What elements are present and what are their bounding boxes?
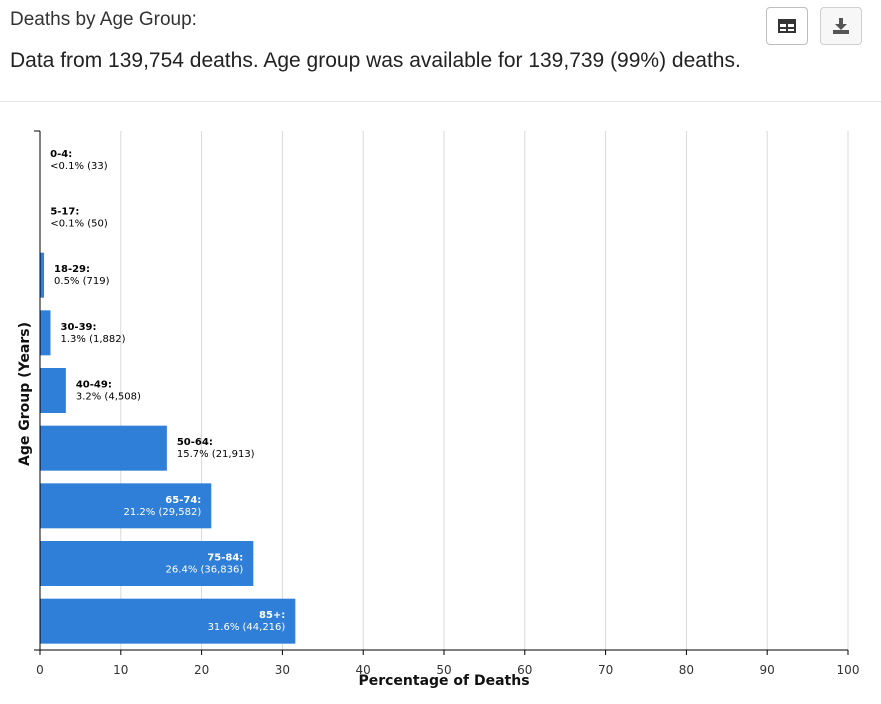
bar-label-value: 3.2% (4,508) [76,392,141,403]
x-axis-title: Percentage of Deaths [358,673,529,689]
bar-label-value: 1.3% (1,882) [61,334,126,345]
y-axis-title: Age Group (Years) [17,322,33,466]
bar-label-value: 15.7% (21,913) [177,449,255,460]
x-tick-label-70: 70 [598,663,613,677]
chart-subtitle: Data from 139,754 deaths. Age group was … [10,49,741,72]
table-icon [778,19,796,33]
bar-label-value: 26.4% (36,836) [166,565,244,576]
bar-label-name: 50-64: [177,437,213,448]
bars [40,137,296,644]
header-divider [0,101,881,102]
bar-30-39[interactable] [40,310,51,356]
download-button[interactable] [820,7,862,45]
bar-label-value: <0.1% (50) [50,219,108,230]
axes: 0 10 20 30 40 50 60 70 80 90 100 [34,130,860,677]
x-tick-label-40: 40 [356,663,371,677]
bar-label-name: 0-4: [50,149,72,160]
bar-label-name: 65-74: [165,495,201,506]
bar-50-64[interactable] [40,425,167,471]
chart-title: Deaths by Age Group: [10,9,197,30]
x-tick-label-100: 100 [837,663,860,677]
x-tick-label-0: 0 [36,663,44,677]
bar-75-84[interactable] [40,541,254,586]
x-tick-label-20: 20 [194,663,209,677]
bar-label-value: 31.6% (44,216) [208,622,286,633]
bar-label-name: 5-17: [50,207,79,218]
x-tick-label-90: 90 [760,663,775,677]
bar-label-name: 30-39: [61,322,97,333]
bar-chart: 0 10 20 30 40 50 60 70 80 90 100 0-4:<0.1% (33) 5-1… [17,130,860,689]
x-tick-label-80: 80 [679,663,694,677]
x-tick-label-50: 50 [436,663,451,677]
data-labels: 0-4:<0.1% (33) 5-17:<0.1% (50) 18-29:0.5% … [50,149,285,633]
table-view-button[interactable] [766,7,808,45]
x-tick-label-60: 60 [517,663,532,677]
download-icon [833,18,849,34]
bar-label-name: 75-84: [207,553,243,564]
x-tick-label-30: 30 [275,663,290,677]
bar-label-value: 21.2% (29,582) [124,507,202,518]
bar-label-value: <0.1% (33) [50,161,108,172]
bar-40-49[interactable] [40,368,66,413]
bar-label-value: 0.5% (719) [54,276,110,287]
bar-label-name: 85+: [259,610,285,621]
bar-18-29[interactable] [40,252,45,298]
bar-label-name: 18-29: [54,264,90,275]
bar-label-name: 40-49: [76,380,112,391]
bar-85+[interactable] [40,598,296,644]
bar-65-74[interactable] [40,483,212,529]
x-tick-label-10: 10 [113,663,128,677]
